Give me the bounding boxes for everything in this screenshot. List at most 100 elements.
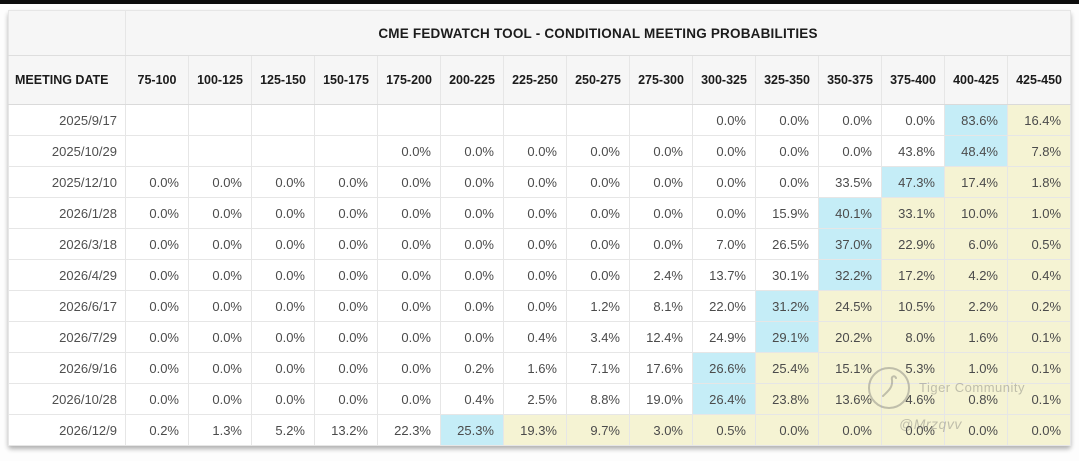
probability-cell: 1.3% <box>188 414 252 446</box>
probability-cell: 0.0% <box>440 166 504 198</box>
probability-cell: 0.0% <box>314 259 378 291</box>
probability-cell: 5.3% <box>881 352 945 384</box>
probability-cell: 0.2% <box>1006 290 1072 322</box>
probability-cell: 37.0% <box>818 228 882 260</box>
table-row: 2025/10/29 0.0% 0.0% 0.0% 0.0% 0.0% 0.0% 0.0% 0.… <box>8 135 1072 167</box>
probability-cell: 0.4% <box>440 383 504 415</box>
probability-cell <box>188 104 252 136</box>
probability-cell: 0.0% <box>755 166 819 198</box>
probability-cell: 8.8% <box>566 383 630 415</box>
probability-cell <box>125 135 189 167</box>
probability-cell: 0.0% <box>818 414 882 446</box>
probability-cell: 6.0% <box>944 228 1008 260</box>
probability-cell: 0.1% <box>1006 383 1072 415</box>
title-row: CME FEDWATCH TOOL - CONDITIONAL MEETING … <box>8 10 1072 56</box>
probability-cell: 33.1% <box>881 197 945 229</box>
probability-cell: 0.0% <box>314 197 378 229</box>
rate-range-header: 350-375 <box>818 55 882 105</box>
probability-cell <box>251 104 315 136</box>
probability-cell: 0.0% <box>755 414 819 446</box>
probability-cell: 0.0% <box>881 104 945 136</box>
probability-cell: 48.4% <box>944 135 1008 167</box>
rate-range-header: 225-250 <box>503 55 567 105</box>
table-row: 2026/9/16 0.0% 0.0% 0.0% 0.0% 0.0% 0.2% 1.6% 7.1… <box>8 352 1072 384</box>
probability-cell: 1.2% <box>566 290 630 322</box>
probability-cell: 4.6% <box>881 383 945 415</box>
probability-cell: 0.5% <box>1006 228 1072 260</box>
probability-cell: 10.5% <box>881 290 945 322</box>
probability-cell: 19.3% <box>503 414 567 446</box>
meeting-date-cell: 2026/7/29 <box>8 321 126 353</box>
probability-cell: 7.8% <box>1006 135 1072 167</box>
probability-cell: 16.4% <box>1006 104 1072 136</box>
probability-cell: 1.8% <box>1006 166 1072 198</box>
probability-cell: 0.0% <box>503 228 567 260</box>
probability-cell <box>188 135 252 167</box>
probability-cell: 0.0% <box>377 259 441 291</box>
probability-cell: 0.0% <box>125 259 189 291</box>
probability-cell: 29.1% <box>755 321 819 353</box>
probability-cell: 0.0% <box>692 104 756 136</box>
probability-cell: 0.0% <box>314 321 378 353</box>
probability-cell: 24.9% <box>692 321 756 353</box>
probability-cell: 0.0% <box>251 259 315 291</box>
probability-cell: 0.0% <box>188 197 252 229</box>
probability-cell: 0.0% <box>377 352 441 384</box>
table-row: 2026/7/29 0.0% 0.0% 0.0% 0.0% 0.0% 0.0% 0.4% 3.4… <box>8 321 1072 353</box>
probability-cell: 0.0% <box>377 197 441 229</box>
probability-cell: 0.0% <box>440 228 504 260</box>
meeting-date-cell: 2025/12/10 <box>8 166 126 198</box>
probability-cell <box>314 104 378 136</box>
probability-cell: 0.0% <box>377 321 441 353</box>
probability-cell: 26.4% <box>692 383 756 415</box>
rate-range-header: 200-225 <box>440 55 504 105</box>
probability-cell: 0.0% <box>188 166 252 198</box>
meeting-date-cell: 2025/9/17 <box>8 104 126 136</box>
conditional-probabilities-table: CME FEDWATCH TOOL - CONDITIONAL MEETING … <box>8 10 1072 446</box>
meeting-date-cell: 2026/3/18 <box>8 228 126 260</box>
probability-cell: 17.6% <box>629 352 693 384</box>
meeting-date-header: MEETING DATE <box>8 55 126 105</box>
probability-cell <box>251 135 315 167</box>
probability-cell: 0.0% <box>440 135 504 167</box>
probability-cell: 0.0% <box>629 166 693 198</box>
rate-range-header: 250-275 <box>566 55 630 105</box>
table-row: 2026/3/18 0.0% 0.0% 0.0% 0.0% 0.0% 0.0% 0.0% 0.0… <box>8 228 1072 260</box>
meeting-date-cell: 2026/9/16 <box>8 352 126 384</box>
probability-cell: 0.0% <box>188 290 252 322</box>
probability-cell <box>314 135 378 167</box>
probability-cell: 0.0% <box>755 135 819 167</box>
column-header-row: MEETING DATE 75-100 100-125 125-150 150-175… <box>8 55 1072 105</box>
probability-cell: 0.0% <box>251 321 315 353</box>
rate-range-header: 275-300 <box>629 55 693 105</box>
rate-range-header: 425-450 <box>1006 55 1072 105</box>
probability-cell: 0.0% <box>251 228 315 260</box>
probability-cell: 3.0% <box>629 414 693 446</box>
probability-cell: 2.4% <box>629 259 693 291</box>
probability-cell: 0.0% <box>629 197 693 229</box>
probability-cell: 0.0% <box>377 290 441 322</box>
corner-cell <box>8 10 126 56</box>
probability-cell: 0.0% <box>503 197 567 229</box>
probability-cell: 0.0% <box>440 197 504 229</box>
probability-cell: 0.0% <box>944 414 1008 446</box>
probability-cell: 0.1% <box>1006 352 1072 384</box>
probability-cell: 83.6% <box>944 104 1008 136</box>
probability-cell: 0.0% <box>314 228 378 260</box>
meeting-date-cell: 2026/1/28 <box>8 197 126 229</box>
probability-cell: 26.5% <box>755 228 819 260</box>
probability-cell: 0.2% <box>440 352 504 384</box>
probability-cell: 0.0% <box>629 135 693 167</box>
probability-cell: 0.0% <box>377 228 441 260</box>
probability-cell: 3.4% <box>566 321 630 353</box>
probability-cell: 0.2% <box>125 414 189 446</box>
table-row: 2026/12/9 0.2% 1.3% 5.2% 13.2% 22.3% 25.3% 19.3… <box>8 414 1072 446</box>
probability-cell: 17.4% <box>944 166 1008 198</box>
probability-cell: 0.0% <box>818 104 882 136</box>
probability-cell: 0.0% <box>629 228 693 260</box>
table-row: 2026/1/28 0.0% 0.0% 0.0% 0.0% 0.0% 0.0% 0.0% 0.0… <box>8 197 1072 229</box>
probability-cell: 1.0% <box>1006 197 1072 229</box>
probability-cell: 0.1% <box>1006 321 1072 353</box>
probability-cell: 0.0% <box>125 197 189 229</box>
probability-cell: 8.0% <box>881 321 945 353</box>
